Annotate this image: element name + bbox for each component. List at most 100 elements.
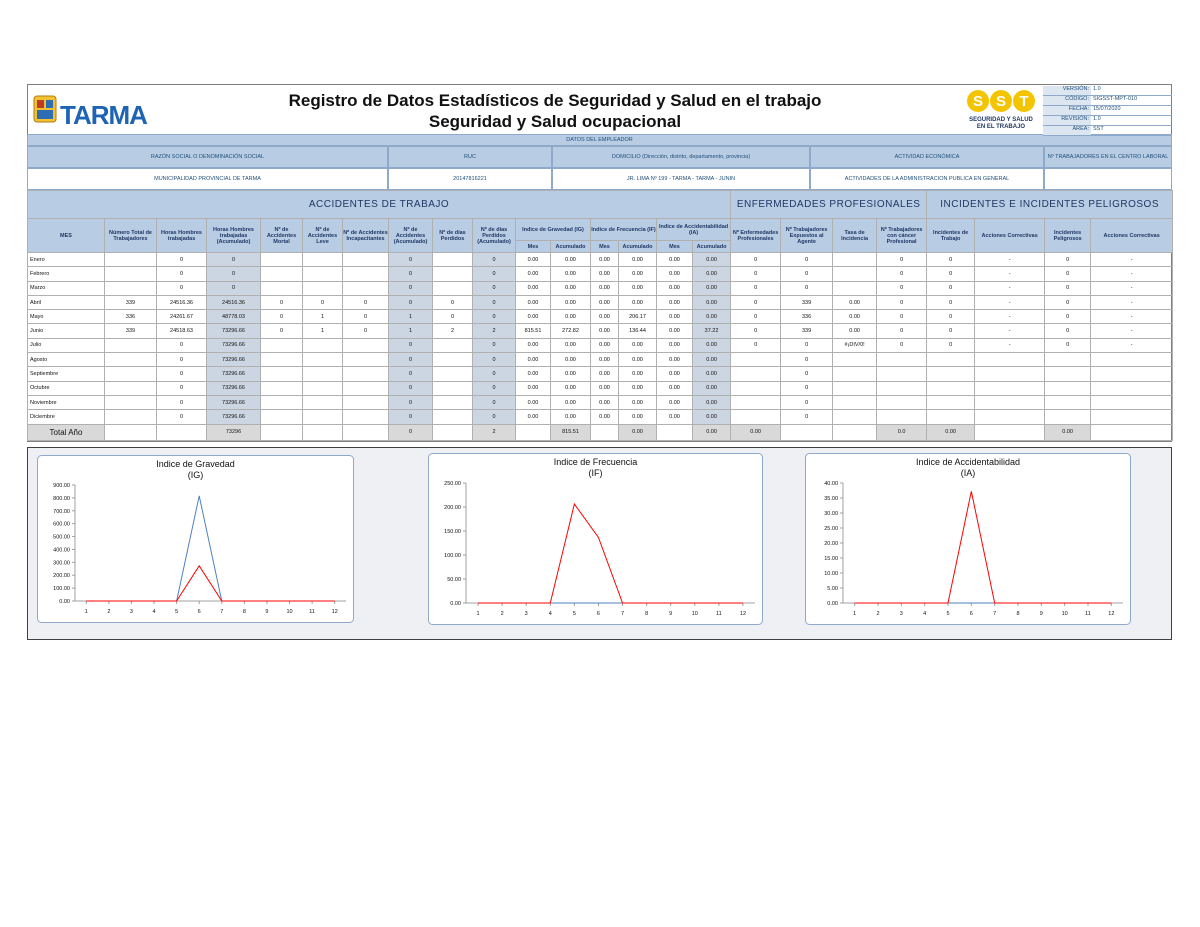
cell: 0.00 — [656, 309, 693, 325]
cell: 0 — [926, 251, 976, 268]
cell: 0.00 — [515, 337, 551, 354]
cell — [432, 337, 473, 354]
cell: 0 — [388, 409, 433, 425]
cell: 206.17 — [618, 309, 657, 325]
report-subtitle: Seguridad y Salud ocupacional — [428, 112, 682, 131]
chart: Indice de Frecuencia(IF) 0.00 50.00 100.00 1… — [428, 453, 763, 625]
cell: 0 — [926, 323, 976, 339]
cell: 0.00 — [691, 280, 732, 296]
cell: 0.00 — [691, 409, 732, 425]
doc-row: CÓDIGO: SIGSST-MPT-010 — [1043, 96, 1172, 106]
table-body: ACCIDENTES DE TRABAJO ENFERMEDADES PROFES… — [26, 190, 1174, 441]
cell: 0 — [156, 394, 207, 411]
cell: - — [974, 251, 1046, 268]
column-header: Nº de Accidentes Incapacitantes — [342, 218, 389, 253]
sst-letter: S — [996, 93, 1006, 110]
cell: 0.00 — [550, 309, 591, 325]
cell: 0 — [876, 337, 928, 354]
cell — [342, 394, 389, 411]
cell — [876, 380, 928, 396]
cell: 0.00 — [618, 366, 657, 382]
column-header: Acciones Correctivas — [1090, 218, 1174, 253]
sub-header: Acumulado — [691, 240, 732, 253]
cell: 0.00 — [550, 280, 591, 296]
cell — [832, 380, 878, 396]
cell: 0 — [1044, 323, 1092, 339]
total-cell: 0.00 — [1044, 423, 1092, 441]
cell: 0.00 — [590, 337, 619, 354]
cell: 73296.66 — [206, 337, 261, 354]
cell: 0 — [388, 380, 433, 396]
cell: 0 — [730, 280, 782, 296]
cell — [432, 280, 473, 296]
month-row: Mayo 336 24261.67 48778.03 0 1 0 1 0 0 0.00 0.00 0.0… — [27, 309, 1174, 325]
cell: 0.00 — [832, 309, 878, 325]
crest-part — [37, 110, 53, 119]
y-tick-label: 10.00 — [824, 571, 838, 577]
cell: 0.00 — [590, 251, 619, 268]
cell: 0.00 — [590, 294, 619, 311]
chart-area — [805, 453, 1131, 625]
y-tick-label: 5.00 — [827, 586, 838, 592]
cell: Junio — [27, 323, 105, 339]
total-cell: 73296 — [206, 423, 261, 441]
cell: 0 — [342, 309, 389, 325]
cell: 0 — [926, 294, 976, 311]
cell: 0 — [780, 380, 834, 396]
cell: 0.00 — [590, 394, 619, 411]
cell: 0.00 — [590, 280, 619, 296]
cell — [974, 394, 1046, 411]
cell: 136.44 — [618, 323, 657, 339]
total-row: Total Año 73296 0 2 815.51 0.00 0.00 0.00 0.0 0.0… — [27, 423, 1174, 441]
cell: 0 — [730, 309, 782, 325]
y-tick-label: 200.00 — [53, 573, 70, 579]
cell — [260, 366, 303, 382]
cell — [1044, 409, 1092, 425]
cell: 0 — [730, 251, 782, 268]
doc-row: VERSIÓN: 1.0 — [1043, 86, 1172, 96]
cell: 1 — [302, 309, 343, 325]
cell: 73296.66 — [206, 409, 261, 425]
cell: 0.00 — [656, 266, 693, 282]
cell: 0.00 — [691, 380, 732, 396]
cell: 0.00 — [590, 409, 619, 425]
cell — [342, 266, 389, 282]
cell — [302, 337, 343, 354]
x-tick-label: 2 — [876, 611, 879, 617]
cell: - — [974, 280, 1046, 296]
cell: 0 — [1044, 294, 1092, 311]
group-header: ENFERMEDADES PROFESIONALES — [730, 190, 928, 219]
employer-value: MUNICIPALIDAD PROVINCIAL DE TARMA — [27, 168, 388, 190]
cell: 0 — [780, 366, 834, 382]
employer-title: DATOS DEL EMPLEADOR — [27, 134, 1172, 146]
x-tick-label: 1 — [85, 609, 88, 615]
sst-circle — [1013, 90, 1035, 112]
cell — [926, 366, 976, 382]
x-tick-label: 1 — [477, 611, 480, 617]
cell: 0 — [156, 337, 207, 354]
cell: 0 — [156, 352, 207, 368]
x-tick-label: 12 — [332, 609, 338, 615]
cell: 0 — [472, 366, 516, 382]
cell: - — [1090, 294, 1174, 311]
employer-label: Nº TRABAJADORES EN EL CENTRO LABORAL — [1044, 146, 1172, 168]
chart: Indice de Accidentabilidad(IA) 0.00 5.00 10… — [805, 453, 1131, 625]
sub-header: Mes — [590, 240, 619, 253]
cell: 0.00 — [618, 409, 657, 425]
y-tick-label: 50.00 — [447, 577, 461, 583]
month-row: Febrero 0 0 0 0 0.00 0.00 0.00 0.00 0.00 0.00 0 0 0 0-… — [27, 266, 1174, 282]
employer-label: RUC — [388, 146, 552, 168]
cell: 0 — [780, 352, 834, 368]
column-header: Indice de Gravedad (IG) — [515, 218, 591, 241]
cell: 0 — [472, 309, 516, 325]
cell — [302, 280, 343, 296]
month-row: Enero 0 0 0 0 0.00 0.00 0.00 0.00 0.00 0.00 0 0 0 0-0- — [27, 251, 1174, 268]
column-header: Nº Trabajadores con cáncer Profesional — [876, 218, 928, 253]
total-cell — [260, 423, 303, 441]
cell: Marzo — [27, 280, 105, 296]
cell: 0 — [342, 323, 389, 339]
x-tick-label: 11 — [1085, 611, 1091, 617]
cell: - — [1090, 309, 1174, 325]
cell: 24516.36 — [206, 294, 261, 311]
x-tick-label: 7 — [621, 611, 624, 617]
